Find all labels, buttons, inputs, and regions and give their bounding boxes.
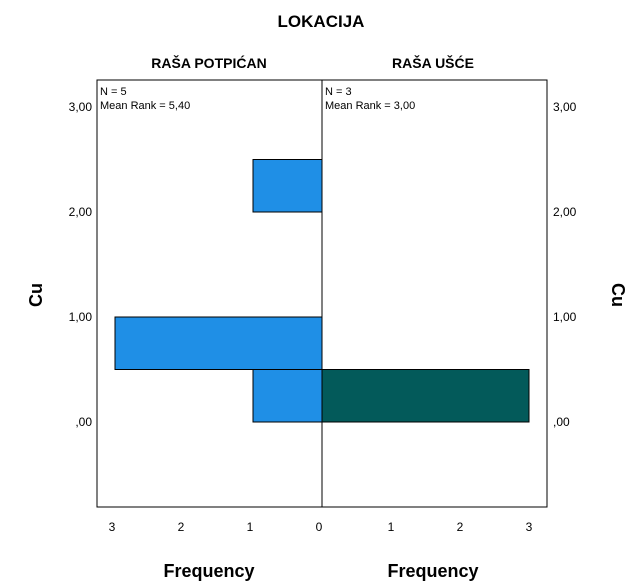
y-tick-left: 2,00 bbox=[69, 205, 93, 219]
chart-title: LOKACIJA bbox=[278, 12, 365, 31]
right-bars bbox=[321, 369, 530, 423]
x-tick-left: 2 bbox=[178, 520, 185, 534]
x-tick-left: 0 bbox=[316, 520, 323, 534]
x-tick-labels: 3 2 1 0 1 2 3 bbox=[109, 520, 533, 534]
x-axis-label-right: Frequency bbox=[387, 561, 478, 581]
y-axis-label-left: Cu bbox=[26, 283, 46, 307]
y-axis-label-right: Cu bbox=[608, 283, 628, 307]
x-tick-right: 1 bbox=[388, 520, 395, 534]
y-tick-labels-right: 3,00 2,00 1,00 ,00 bbox=[553, 100, 577, 429]
panel-title-left: RAŠA POTPIĆAN bbox=[151, 54, 266, 71]
bar-right-0,00-0,50 bbox=[321, 369, 530, 423]
y-tick-left: 3,00 bbox=[69, 100, 93, 114]
x-axis-label-left: Frequency bbox=[163, 561, 254, 581]
y-tick-right: 1,00 bbox=[553, 310, 577, 324]
bar-left-0,50-1,00 bbox=[114, 316, 323, 370]
bar-left-0,00-0,50 bbox=[252, 369, 323, 423]
panel-title-right: RAŠA UŠĆE bbox=[392, 54, 474, 71]
y-tick-right: ,00 bbox=[553, 415, 570, 429]
x-tick-right: 3 bbox=[526, 520, 533, 534]
bar-left-2,00-2,50 bbox=[252, 159, 323, 213]
stat-n-left: N = 5 bbox=[100, 86, 127, 98]
x-tick-right: 2 bbox=[457, 520, 464, 534]
x-tick-left: 3 bbox=[109, 520, 116, 534]
y-tick-left: ,00 bbox=[75, 415, 92, 429]
y-tick-right: 3,00 bbox=[553, 100, 577, 114]
stat-mean-rank-left: Mean Rank = 5,40 bbox=[100, 100, 190, 112]
stat-mean-rank-right: Mean Rank = 3,00 bbox=[325, 100, 415, 112]
stat-n-right: N = 3 bbox=[325, 86, 352, 98]
y-tick-labels-left: 3,00 2,00 1,00 ,00 bbox=[69, 100, 93, 429]
x-tick-left: 1 bbox=[247, 520, 254, 534]
left-bars bbox=[114, 159, 323, 423]
y-tick-left: 1,00 bbox=[69, 310, 93, 324]
y-tick-right: 2,00 bbox=[553, 205, 577, 219]
